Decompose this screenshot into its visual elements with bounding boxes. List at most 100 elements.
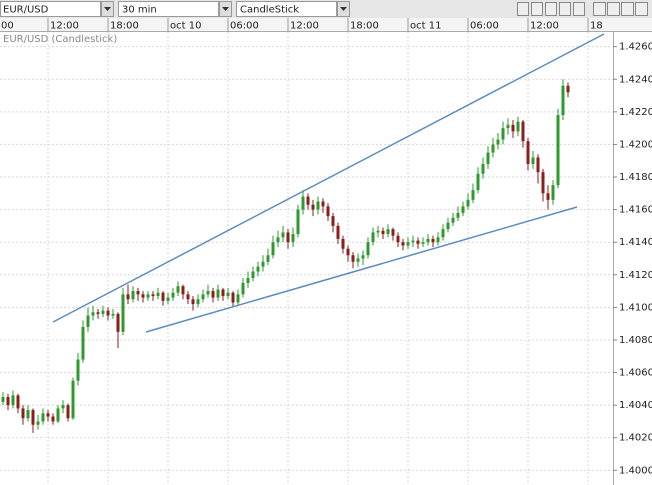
candle-body (466, 199, 470, 207)
candle-body (46, 413, 50, 417)
candle-body (301, 196, 305, 210)
candle-body (531, 157, 535, 164)
interval-text: 30 min (122, 5, 157, 16)
x-tick-label: 06:00 (230, 21, 259, 32)
candle-body (506, 124, 510, 129)
candle-body (331, 216, 335, 226)
candle-body (71, 380, 75, 419)
candle-body (556, 115, 560, 186)
y-tick-label: 1.4220 (619, 107, 652, 118)
x-tick-label: 18:00 (110, 21, 139, 32)
candle-body (551, 185, 555, 200)
candle-body (26, 410, 30, 419)
y-tick-label: 1.4040 (619, 400, 652, 411)
candle-body (171, 292, 175, 298)
candle-body (386, 229, 390, 235)
candle-body (316, 201, 320, 210)
candle-body (151, 294, 155, 296)
candle-body (41, 413, 45, 422)
x-tick-label: 12:00 (50, 21, 79, 32)
candle-body (86, 315, 90, 327)
y-tick-label: 1.4160 (619, 205, 652, 216)
candle-body (11, 395, 15, 406)
candle-body (101, 310, 105, 314)
candle-body (336, 225, 340, 239)
candle-body (381, 230, 385, 235)
candle-body (286, 232, 290, 243)
candle-body (206, 291, 210, 295)
candle-body (441, 229, 445, 238)
candle-body (156, 292, 160, 296)
time-axis-band (0, 18, 652, 32)
candle-body (136, 291, 140, 295)
x-tick-label: 00 (1, 21, 14, 32)
candle-body (271, 242, 275, 256)
tool-button[interactable] (573, 2, 585, 16)
candle-body (416, 240, 420, 244)
trendlines (52, 33, 605, 333)
candle-body (56, 408, 60, 422)
candle-body (166, 297, 170, 301)
series-label: EUR/USD (Candlestick) (3, 34, 117, 45)
tool-button[interactable] (621, 2, 634, 16)
dropdown-arrow (104, 7, 111, 11)
y-tick-label: 1.4060 (619, 368, 652, 379)
candle-body (401, 242, 405, 246)
candle-body (456, 212, 460, 218)
candle-body (376, 230, 380, 233)
candle-body (266, 255, 270, 262)
trendline (52, 33, 605, 323)
tool-button[interactable] (607, 2, 620, 16)
candle-body (261, 261, 265, 267)
candle-body (96, 312, 100, 314)
candle-body (491, 144, 495, 153)
interval-select[interactable] (118, 1, 219, 17)
y-tick-label: 1.4180 (619, 172, 652, 183)
candle-body (256, 266, 260, 272)
candle-body (81, 326, 85, 360)
dropdown-arrow (340, 7, 347, 11)
candle-body (241, 282, 245, 295)
candle-body (361, 255, 365, 259)
candle-body (141, 294, 145, 298)
candle-body (131, 291, 135, 300)
candle-body (481, 163, 485, 174)
tool-button[interactable] (559, 2, 571, 16)
symbol-select[interactable] (0, 1, 101, 17)
candle-body (106, 310, 110, 316)
candle-body (526, 141, 530, 164)
candle-body (436, 237, 440, 243)
tool-button[interactable] (593, 2, 606, 16)
candle-body (356, 258, 360, 262)
candle-body (306, 196, 310, 205)
x-tick-label: oct 10 (170, 21, 201, 32)
candle-body (321, 201, 325, 207)
candle-body (216, 289, 220, 298)
candle-body (406, 242, 410, 246)
candle-body (411, 240, 415, 243)
candle-body (281, 232, 285, 238)
candle-body (536, 157, 540, 173)
candle-body (126, 294, 130, 300)
candle-body (201, 294, 205, 300)
candle-body (226, 292, 230, 296)
candle-body (1, 397, 5, 402)
candle-body (391, 229, 395, 236)
tool-button[interactable] (531, 2, 543, 16)
tool-button[interactable] (635, 2, 648, 16)
candle-body (191, 299, 195, 305)
style-text: CandleStick (240, 5, 299, 16)
candle-body (486, 152, 490, 164)
tool-button[interactable] (545, 2, 557, 16)
candle-body (66, 405, 70, 419)
y-tick-label: 1.4140 (619, 237, 652, 248)
candle-body (396, 235, 400, 243)
candle-body (311, 204, 315, 210)
candle-body (561, 85, 565, 116)
style-select[interactable] (236, 1, 337, 17)
candle-body (426, 238, 430, 243)
x-tick-label: 18:00 (350, 21, 379, 32)
tool-button[interactable] (517, 2, 529, 16)
